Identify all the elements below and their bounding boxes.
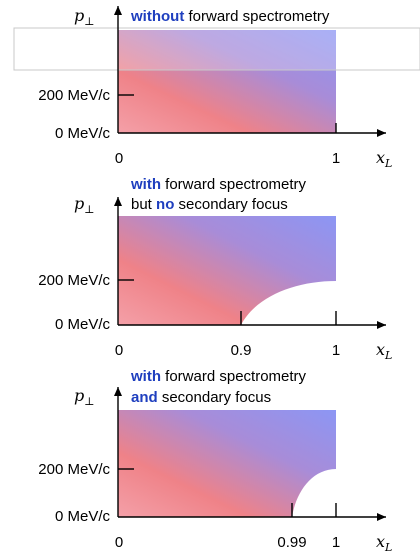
y-tick-label-200: 200 MeV/c xyxy=(38,87,110,104)
panel-title-line-1: with forward spectrometry xyxy=(130,368,307,385)
y-tick-label-200: 200 MeV/c xyxy=(38,272,110,289)
x-axis-label: xL xyxy=(376,340,392,362)
y-axis-label: p⊥ xyxy=(74,194,95,216)
y-axis-label: p⊥ xyxy=(74,6,95,28)
y-tick-label-200: 200 MeV/c xyxy=(38,461,110,478)
panel-title-line-2: but no secondary focus xyxy=(131,196,288,213)
panel-title-line-1: with forward spectrometry xyxy=(130,176,307,193)
y-tick-label-0: 0 MeV/c xyxy=(55,508,111,525)
overlay-box xyxy=(13,27,420,71)
x-tick-label-1: 1 xyxy=(332,150,340,167)
x-tick-label-0-99: 0.99 xyxy=(277,534,306,551)
x-tick-label-0-9: 0.9 xyxy=(231,342,252,359)
y-tick-label-0: 0 MeV/c xyxy=(55,316,111,333)
x-tick-label-0: 0 xyxy=(115,150,123,167)
y-tick-label-0: 0 MeV/c xyxy=(55,125,111,142)
panel-title: without forward spectrometry xyxy=(130,8,330,25)
x-axis-label: xL xyxy=(376,532,392,554)
x-tick-label-0: 0 xyxy=(115,342,123,359)
acceptance-region xyxy=(118,30,336,133)
x-tick-label-1: 1 xyxy=(332,534,340,551)
x-tick-label-0: 0 xyxy=(115,534,123,551)
x-tick-label-1: 1 xyxy=(332,342,340,359)
acceptance-region xyxy=(118,410,336,517)
y-axis-label: p⊥ xyxy=(74,386,95,408)
x-axis-label: xL xyxy=(376,148,392,170)
panel-without-forward-spectrometry: p⊥ without forward spectrometry 200 MeV/… xyxy=(13,6,420,170)
panel-forward-spectrometry-with-secondary-focus: p⊥ with forward spectrometry and seconda… xyxy=(38,368,392,554)
panel-forward-spectrometry-no-secondary-focus: p⊥ with forward spectrometry but no seco… xyxy=(38,176,392,362)
panel-title-line-2: and secondary focus xyxy=(131,389,271,406)
acceptance-region xyxy=(118,216,336,325)
